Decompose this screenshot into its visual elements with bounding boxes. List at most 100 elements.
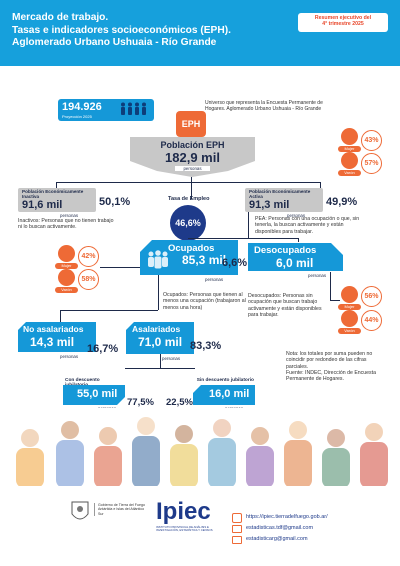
mujer-label: Mujer: [55, 263, 78, 269]
title-line-3: Aglomerado Urbano Ushuaia - Río Grande: [12, 37, 217, 48]
varon-icon: [341, 310, 358, 327]
connector: [248, 212, 249, 238]
sin-descuento-value: 16,0 mil: [209, 388, 250, 400]
coat-of-arms-icon: [71, 501, 89, 520]
connector: [158, 275, 159, 310]
email-link-2[interactable]: estadisticarg@gmail.com: [246, 536, 308, 542]
connector: [100, 267, 140, 268]
activa-pct: 49,9%: [326, 196, 358, 208]
no-asalariados-unit: personas: [60, 354, 79, 359]
ocupados-note: Ocupados: Personas que tienen al menos u…: [163, 292, 246, 311]
fuente-text: Fuente: INDEC, Dirección de Encuesta Per…: [286, 369, 376, 383]
varon-pct: 58%: [78, 269, 99, 290]
no-asalariados-pct: 16,7%: [87, 343, 119, 355]
page-title: Mercado de trabajo. Tasas e indicadores …: [12, 12, 277, 50]
no-asalariados-box: No asalariados 14,3 mil: [18, 322, 96, 352]
ipiec-logo: Ipiec: [156, 498, 211, 525]
ocupados-label: Ocupados: [168, 243, 215, 254]
sin-descuento-label: Sin descuento jubilatorio: [196, 378, 254, 383]
connector: [188, 238, 298, 239]
sin-descuento-box: 16,0 mil: [193, 385, 255, 405]
period-badge: Resumen ejecutivo del 4° trimestre 2025: [298, 13, 388, 32]
tasa-empleo-circle: 46,6%: [170, 205, 206, 241]
badge-line-2: 4° trimestre 2025: [322, 21, 364, 28]
inactiva-unit: personas: [60, 213, 79, 218]
varon-label: Varón: [55, 287, 78, 293]
header-banner: [0, 0, 400, 66]
desocupados-note: Desocupados: Personas sin ocupación que …: [248, 293, 322, 318]
poblacion-value: 182,9 mil: [165, 150, 220, 165]
people-icon: [121, 102, 146, 115]
badge-line-1: Resumen ejecutivo del: [314, 15, 372, 21]
inactiva-label: Población Económicamente Inactiva: [22, 189, 84, 199]
poblacion-box: Población EPH 182,9 mil personas: [130, 137, 255, 177]
mujer-pct: 56%: [361, 286, 382, 307]
proyeccion-box: 194.926 Proyección 2025: [58, 99, 154, 121]
inactiva-box: Población Económicamente Inactiva 91,6 m…: [18, 188, 96, 212]
desocupados-label: Desocupados: [254, 245, 317, 256]
varon-label: Varón: [338, 170, 361, 176]
con-descuento-box: 55,0 mil: [63, 385, 125, 405]
footer: [0, 486, 400, 566]
people-illustration: [0, 408, 400, 488]
con-descuento-value: 55,0 mil: [77, 388, 118, 400]
title-line-1: Mercado de trabajo.: [12, 12, 109, 23]
universo-note: Universo que representa la Encuesta Perm…: [205, 100, 323, 112]
mujer-pct: 42%: [78, 246, 99, 267]
connector: [60, 310, 61, 322]
web-link[interactable]: https://ipiec.tierradelfuego.gob.ar/: [246, 514, 328, 520]
no-asalariados-value: 14,3 mil: [30, 335, 75, 349]
title-line-2: Tasas e indicadores socioeconómicos (EPH…: [12, 24, 231, 36]
asalariados-box: Asalariados 71,0 mil: [126, 322, 194, 354]
connector: [330, 300, 340, 301]
activa-value: 91,3 mil: [249, 199, 290, 211]
connector: [298, 238, 299, 242]
ipiec-subtitle: INSTITUTO PROVINCIAL DE ANÁLISIS E INVES…: [156, 525, 213, 533]
poblacion-title: Población EPH: [160, 140, 225, 150]
connector: [125, 368, 195, 369]
connector: [160, 354, 161, 368]
gov-text: Gobierno de Tierra del Fuego Antártida e…: [94, 503, 148, 517]
nota-text: Nota: los totales por suma pueden no coi…: [286, 351, 373, 370]
desocupados-box: Desocupados 6,0 mil: [248, 243, 343, 271]
activa-unit: personas: [287, 213, 306, 218]
inactiva-note: Inactivos: Personas que no tienen trabaj…: [18, 218, 114, 231]
asalariados-label: Asalariados: [132, 324, 181, 334]
connector: [330, 272, 331, 300]
proyeccion-value: 194.926: [62, 101, 102, 113]
mujer-label: Mujer: [338, 304, 361, 310]
mujer-icon: [341, 286, 358, 303]
connector: [320, 182, 321, 190]
ocupados-box: Ocupados 85,3 mil: [140, 240, 238, 275]
asalariados-value: 71,0 mil: [138, 335, 183, 349]
con-descuento-pct: 77,5%: [127, 397, 154, 408]
ocupados-unit: personas: [205, 277, 224, 282]
connector: [56, 182, 320, 183]
activa-note: PEA: Personas con una ocupación o que, s…: [255, 216, 360, 235]
poblacion-unit: personas: [175, 166, 210, 171]
eph-logo: EPH: [176, 111, 206, 137]
desocupados-unit: personas: [308, 273, 327, 278]
desocupados-value: 6,0 mil: [276, 256, 314, 270]
web-icon: [232, 513, 242, 523]
sin-descuento-pct: 22,5%: [166, 397, 193, 408]
desocupados-pct: 6,6%: [222, 257, 248, 269]
varon-icon: [58, 269, 75, 286]
inactiva-value: 91,6 mil: [22, 199, 63, 211]
ocupados-value: 85,3 mil: [182, 253, 227, 267]
activa-label: Población Económicamente Activa: [249, 189, 311, 199]
varon-pct: 44%: [361, 310, 382, 331]
activa-box: Población Económicamente Activa 91,3 mil: [245, 188, 323, 212]
connector: [191, 177, 192, 199]
connector: [56, 182, 57, 190]
tasa-empleo-label: Tasa de Empleo: [168, 196, 210, 202]
varon-icon: [341, 152, 358, 169]
email-link-1[interactable]: estadisticas.tdf@gmail.com: [246, 525, 314, 531]
proyeccion-label: Proyección 2025: [62, 114, 92, 119]
varon-pct: 57%: [361, 153, 382, 174]
mujer-pct: 43%: [361, 130, 382, 151]
varon-label: Varón: [338, 328, 361, 334]
mujer-icon: [341, 128, 358, 145]
mujer-label: Mujer: [338, 146, 361, 152]
connector: [60, 310, 158, 311]
